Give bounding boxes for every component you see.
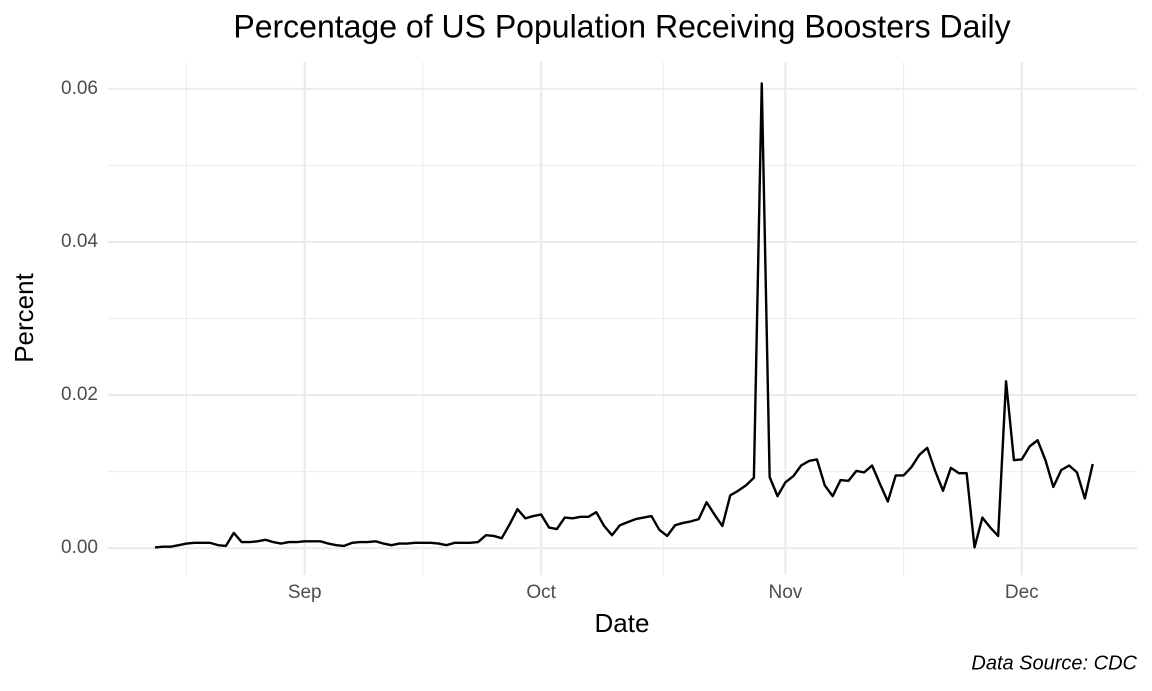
x-axis-title: Date xyxy=(595,608,650,638)
y-tick-label: 0.06 xyxy=(61,78,98,99)
y-tick-label: 0.04 xyxy=(61,231,98,252)
data-line xyxy=(154,82,1094,549)
chart-title: Percentage of US Population Receiving Bo… xyxy=(233,8,1010,44)
caption: Data Source: CDC xyxy=(971,652,1137,674)
y-axis-title: Percent xyxy=(9,272,39,362)
x-tick-label: Oct xyxy=(526,582,556,603)
y-tick-label: 0.02 xyxy=(61,384,98,405)
y-tick-label: 0.00 xyxy=(61,537,98,558)
x-tick-label: Sep xyxy=(288,582,322,603)
x-tick-label: Nov xyxy=(769,582,803,603)
x-tick-label: Dec xyxy=(1005,582,1039,603)
